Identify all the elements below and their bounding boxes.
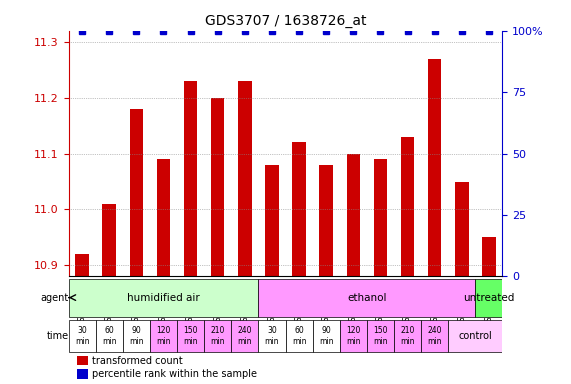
FancyBboxPatch shape <box>394 320 421 352</box>
Bar <box>455 182 469 276</box>
Text: 210
min: 210 min <box>400 326 415 346</box>
FancyBboxPatch shape <box>258 279 475 317</box>
Text: 90
min: 90 min <box>319 326 333 346</box>
Text: 150
min: 150 min <box>183 326 198 346</box>
FancyBboxPatch shape <box>340 320 367 352</box>
Text: agent: agent <box>41 293 69 303</box>
Bar <box>401 137 415 276</box>
Text: ethanol: ethanol <box>347 293 387 303</box>
Bar <box>319 165 333 276</box>
FancyBboxPatch shape <box>177 320 204 352</box>
Text: 120
min: 120 min <box>156 326 171 346</box>
Bar <box>373 159 387 276</box>
FancyBboxPatch shape <box>286 320 313 352</box>
Text: 90
min: 90 min <box>129 326 143 346</box>
Bar <box>184 81 198 276</box>
Bar <box>102 204 116 276</box>
Bar <box>347 154 360 276</box>
FancyBboxPatch shape <box>204 320 231 352</box>
Text: 210
min: 210 min <box>211 326 225 346</box>
Bar <box>238 81 252 276</box>
FancyBboxPatch shape <box>96 320 123 352</box>
Bar <box>265 165 279 276</box>
Text: control: control <box>459 331 492 341</box>
FancyBboxPatch shape <box>69 320 96 352</box>
Text: 60
min: 60 min <box>292 326 306 346</box>
FancyBboxPatch shape <box>231 320 258 352</box>
Text: untreated: untreated <box>463 293 514 303</box>
Bar <box>482 237 496 276</box>
Bar <box>77 356 88 366</box>
Bar <box>130 109 143 276</box>
FancyBboxPatch shape <box>367 320 394 352</box>
Text: 60
min: 60 min <box>102 326 116 346</box>
Text: 240
min: 240 min <box>238 326 252 346</box>
FancyBboxPatch shape <box>475 279 502 317</box>
Bar <box>156 159 170 276</box>
Text: 150
min: 150 min <box>373 326 388 346</box>
Text: 30
min: 30 min <box>265 326 279 346</box>
Text: percentile rank within the sample: percentile rank within the sample <box>93 369 258 379</box>
Bar <box>292 142 306 276</box>
FancyBboxPatch shape <box>313 320 340 352</box>
Text: 30
min: 30 min <box>75 326 89 346</box>
FancyBboxPatch shape <box>421 320 448 352</box>
Text: 240
min: 240 min <box>428 326 442 346</box>
FancyBboxPatch shape <box>448 320 502 352</box>
Title: GDS3707 / 1638726_at: GDS3707 / 1638726_at <box>205 14 366 28</box>
Text: 120
min: 120 min <box>346 326 360 346</box>
Text: transformed count: transformed count <box>93 356 183 366</box>
FancyBboxPatch shape <box>150 320 177 352</box>
Text: time: time <box>47 331 69 341</box>
Bar <box>75 254 89 276</box>
FancyBboxPatch shape <box>258 320 286 352</box>
FancyBboxPatch shape <box>123 320 150 352</box>
Bar <box>211 98 224 276</box>
FancyBboxPatch shape <box>69 279 258 317</box>
Text: humidified air: humidified air <box>127 293 200 303</box>
Bar <box>77 369 88 379</box>
Bar <box>428 59 441 276</box>
